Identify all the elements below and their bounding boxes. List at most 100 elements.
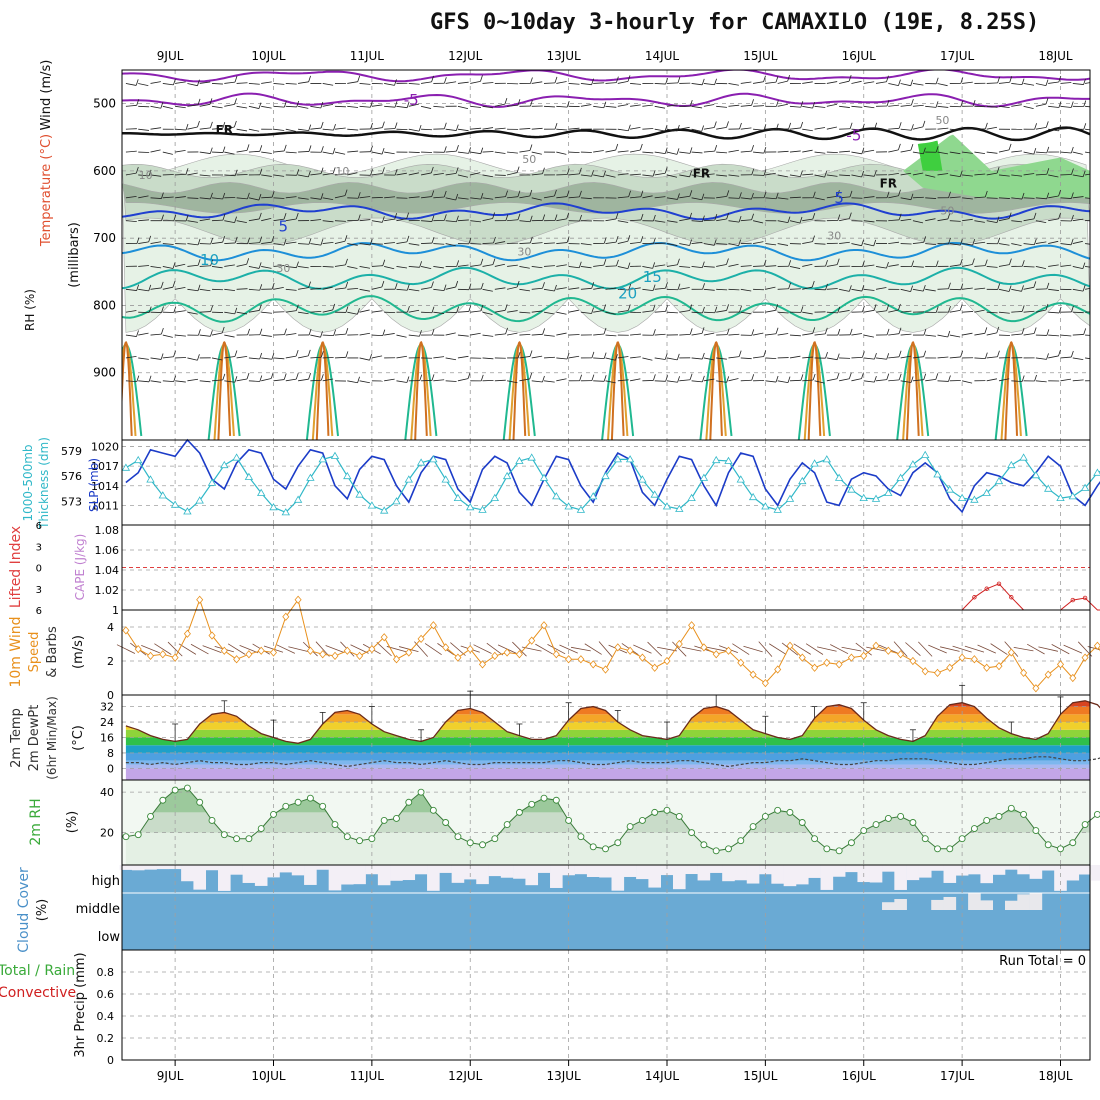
- wind-barb: [445, 128, 457, 131]
- wind-barb-flag: [824, 170, 828, 178]
- wind-barb-flag: [639, 143, 643, 151]
- wind-barb: [802, 218, 813, 222]
- wind-speed-point: [380, 633, 388, 642]
- wind-barb: [507, 172, 518, 176]
- wind-barb: [421, 311, 433, 314]
- wind-barb: [851, 105, 863, 108]
- wind-barb: [1048, 195, 1059, 199]
- cloud-high-bar: [672, 865, 686, 890]
- wind-barb-flag: [455, 167, 459, 174]
- wind-barb: [789, 220, 801, 224]
- wind-barb: [716, 357, 727, 360]
- wind-barb-flag: [923, 328, 927, 336]
- cloud-high-bar: [820, 865, 834, 890]
- slp-tick-label: 1011: [91, 499, 119, 512]
- wind-barb: [224, 334, 235, 338]
- wind-speed-point: [282, 612, 290, 621]
- wind-barb: [962, 332, 973, 336]
- wind-barb: [962, 174, 973, 177]
- wind-barb: [863, 220, 875, 223]
- wind-barb-flag: [430, 166, 434, 174]
- wind-barb: [1085, 287, 1090, 290]
- wind-barb-flag: [284, 328, 287, 335]
- wind-speed-point: [552, 650, 560, 659]
- wind-barb: [802, 379, 814, 382]
- wind-barb: [666, 104, 678, 107]
- wind-barb-flag: [1045, 98, 1049, 105]
- wind-barb: [605, 265, 617, 267]
- wind-barb-flag: [1008, 212, 1012, 219]
- thickness-point: [343, 471, 352, 480]
- rh-point: [257, 825, 265, 833]
- wind-barb: [494, 263, 505, 267]
- dewpoint-line: [125, 756, 1100, 768]
- wind-barb: [175, 173, 187, 176]
- wind-barb-flag: [1046, 282, 1050, 290]
- wind-barb: [949, 151, 961, 155]
- wind-barb-flag: [419, 374, 423, 381]
- wind-barb: [568, 309, 579, 313]
- wind-barb: [359, 266, 371, 269]
- wind-barb: [888, 83, 899, 86]
- wind-barb-flag: [898, 303, 901, 311]
- contour-label: FR: [880, 177, 897, 191]
- wind-barb: [974, 151, 986, 154]
- wind-barb: [789, 174, 801, 177]
- wind-barb: [396, 241, 407, 244]
- wind-barb: [998, 105, 1010, 109]
- wind-barb-flag: [627, 75, 631, 82]
- wind-barb: [421, 196, 432, 199]
- wind-barb: [298, 355, 309, 359]
- wind-barb-flag: [1058, 306, 1062, 314]
- surface-wind-barb: [1013, 646, 1034, 652]
- rh-point: [503, 821, 511, 828]
- wind-barb-flag: [1070, 101, 1074, 108]
- cloud-high-bar: [1029, 865, 1043, 879]
- wind-barb: [310, 105, 321, 109]
- wind-barb: [273, 286, 284, 290]
- wind-barb: [691, 220, 703, 222]
- wind-barb-flag: [308, 238, 312, 245]
- thickness-point: [207, 478, 217, 486]
- wind-barb-flag: [800, 306, 804, 313]
- wind-barb-flag: [394, 168, 398, 176]
- cloud-middle-bar: [894, 899, 907, 910]
- wind-barb-flag: [480, 193, 484, 200]
- wind-barb: [482, 264, 494, 267]
- cloud-high-bar: [894, 865, 907, 890]
- wind-barb: [617, 81, 629, 84]
- wind-barb-flag: [947, 212, 951, 220]
- surface-wind-barb: [657, 646, 677, 652]
- wind-barb-flag: [676, 148, 680, 155]
- wind-barb: [740, 104, 752, 107]
- thickness-point: [1093, 468, 1100, 476]
- wind-barb: [187, 197, 199, 199]
- wind-barb-flag: [959, 258, 963, 265]
- rh-point: [306, 794, 314, 802]
- wind-barb-flag: [910, 376, 914, 383]
- wind-barb: [654, 83, 666, 85]
- wind-barb-flag: [713, 121, 717, 128]
- wind-speed-point: [442, 643, 450, 652]
- wind-barb-flag: [886, 328, 890, 335]
- temp-tick-label: 0: [107, 762, 114, 775]
- wind-barb: [347, 311, 358, 315]
- cloud-high-bar: [402, 865, 416, 881]
- wind-barb-flag: [701, 261, 705, 268]
- wind-barb-flag: [148, 375, 152, 382]
- thickness-point: [1007, 460, 1016, 469]
- wind-barb: [298, 151, 310, 153]
- surface-wind-barb: [1026, 643, 1045, 655]
- wind-barb: [420, 105, 432, 109]
- wind-barb-flag: [210, 121, 213, 129]
- wind-barb-flag: [640, 213, 644, 221]
- temp-contour-minus5: [122, 92, 1090, 108]
- surface-wind-barb: [154, 643, 172, 655]
- wind-barb-flag: [456, 260, 460, 267]
- wind-barb-flag: [996, 167, 1000, 174]
- wind-barb: [777, 311, 789, 314]
- wind-barb: [986, 356, 998, 359]
- wind-speed-point: [823, 658, 831, 667]
- wind-barb-flag: [1071, 168, 1074, 175]
- wind-barb: [593, 174, 604, 178]
